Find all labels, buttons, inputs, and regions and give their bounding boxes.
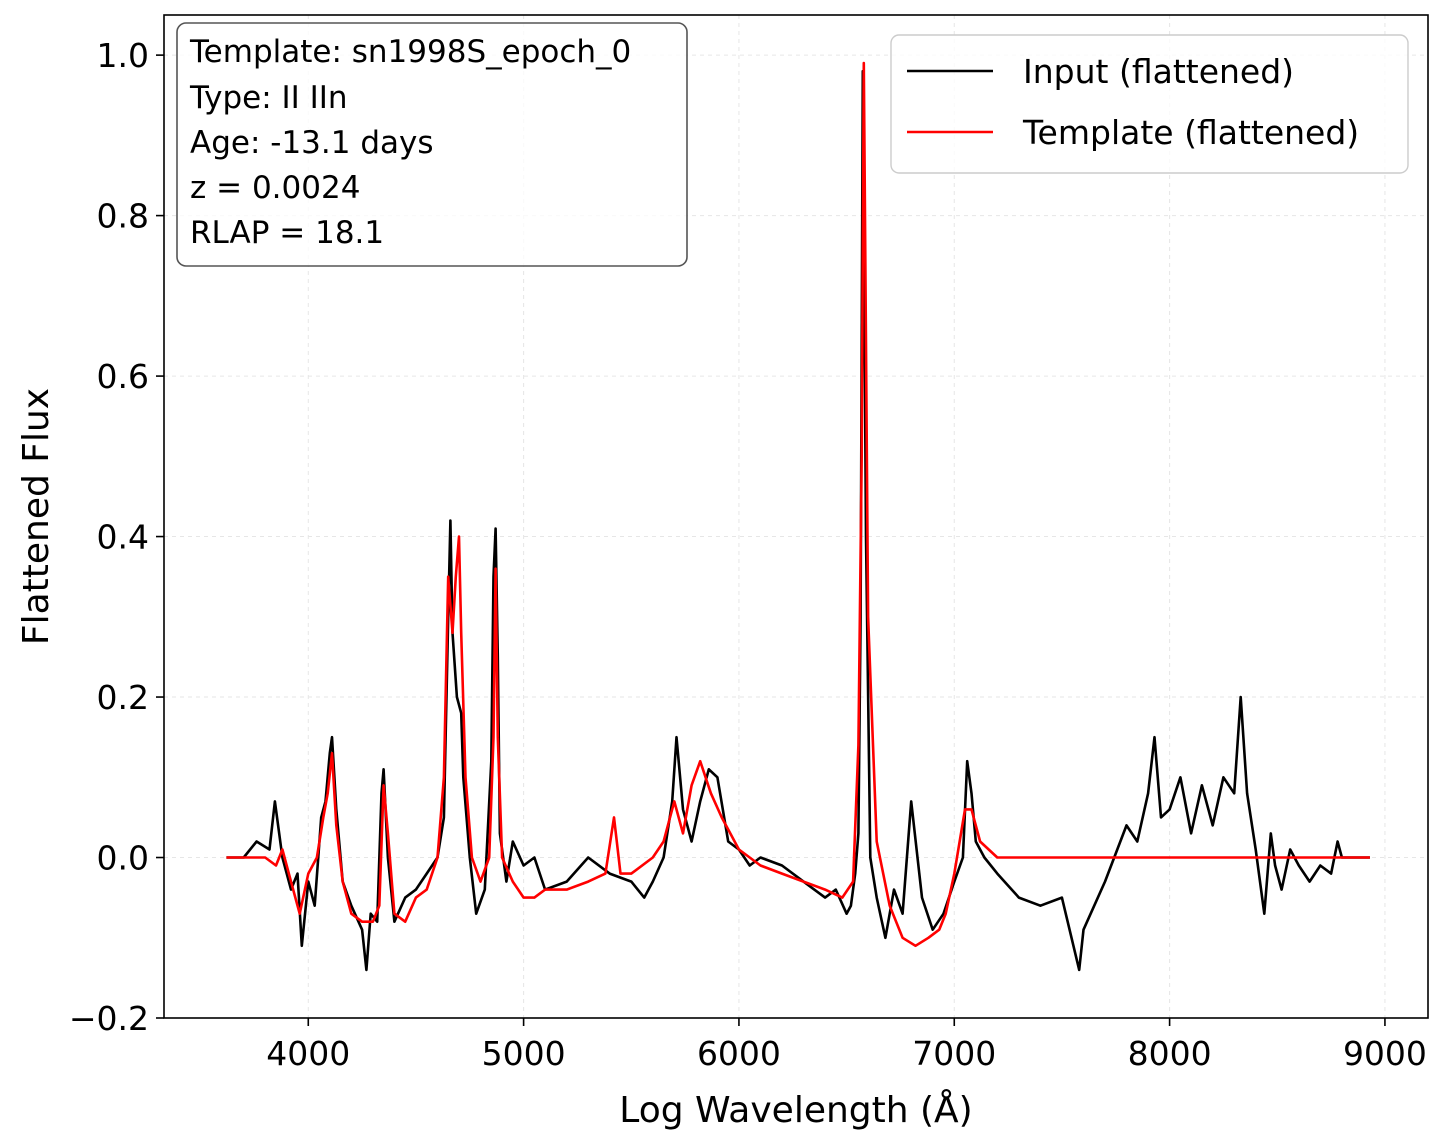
plot-series	[226, 61, 1370, 972]
y-tick-label: 1.0	[97, 36, 149, 75]
y-tick-label: 0.6	[97, 357, 149, 396]
info-age: Age: -13.1 days	[190, 125, 434, 161]
info-redshift: z = 0.0024	[190, 170, 360, 206]
x-tick-label: 6000	[697, 1034, 781, 1073]
x-tick-label: 7000	[912, 1034, 996, 1073]
x-tick-label: 4000	[266, 1034, 350, 1073]
x-tick-label: 9000	[1343, 1034, 1427, 1073]
series-line-template	[226, 61, 1370, 948]
info-rlap: RLAP = 18.1	[190, 215, 384, 251]
axis-ticks: 4000 5000 6000 7000 8000 9000 −0.2 0.0 0.2 0.4 0.6…	[69, 36, 1427, 1073]
info-template: Template: sn1998S_epoch_0	[189, 34, 631, 70]
x-axis-label: Log Wavelength (Å)	[619, 1088, 972, 1131]
x-tick-label: 8000	[1128, 1034, 1212, 1073]
legend-label-input: Input (flattened)	[1023, 52, 1294, 91]
series-line-input	[226, 69, 1370, 972]
legend-frame	[890, 34, 1409, 174]
legend-label-template: Template (flattened)	[1022, 113, 1359, 152]
info-box: Template: sn1998S_epoch_0 Type: II IIn A…	[176, 22, 688, 267]
info-type: Type: II IIn	[189, 80, 348, 116]
info-box-frame	[176, 22, 688, 267]
x-tick-label: 5000	[482, 1034, 566, 1073]
y-tick-label: 0.8	[97, 197, 149, 236]
y-tick-label: 0.0	[97, 839, 149, 878]
y-tick-label: 0.4	[97, 518, 149, 557]
y-axis-label: Flattened Flux	[16, 388, 57, 645]
y-tick-label: 0.2	[97, 678, 149, 717]
plot-frame	[163, 14, 1429, 1019]
y-tick-label: −0.2	[69, 999, 149, 1038]
legend: Input (flattened) Template (flattened)	[890, 34, 1409, 174]
